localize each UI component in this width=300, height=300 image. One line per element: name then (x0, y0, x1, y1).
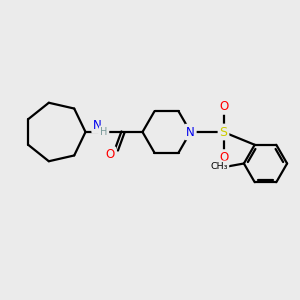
Text: O: O (219, 151, 228, 164)
Text: CH₃: CH₃ (210, 162, 228, 171)
Text: N: N (93, 119, 102, 132)
Text: N: N (186, 125, 195, 139)
Text: O: O (105, 148, 114, 161)
Text: S: S (220, 125, 227, 139)
Text: O: O (219, 100, 228, 113)
Text: H: H (100, 127, 108, 137)
